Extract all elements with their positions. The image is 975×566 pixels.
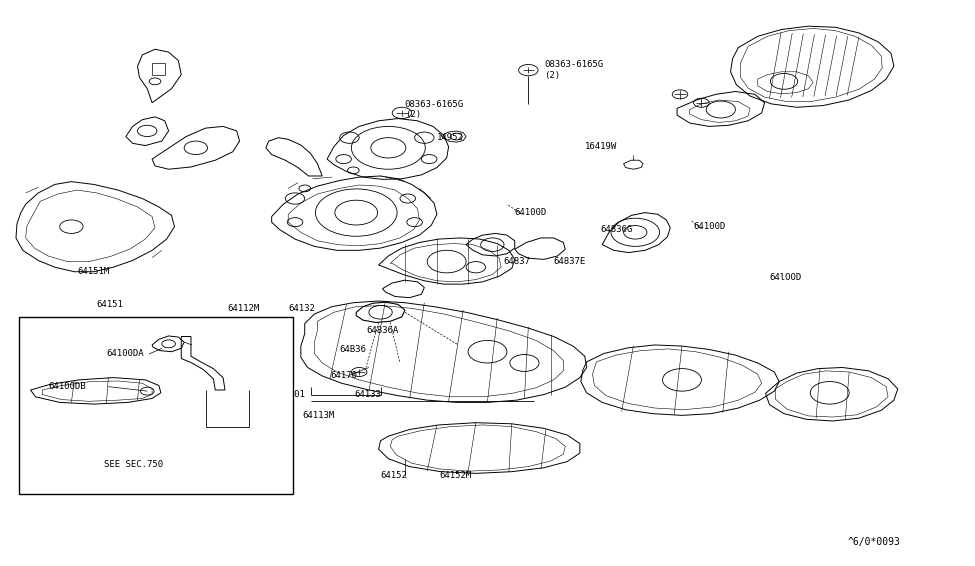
Text: 64113M: 64113M [303, 411, 335, 421]
Text: 64101: 64101 [279, 390, 305, 399]
Text: 64B36: 64B36 [339, 345, 367, 354]
Text: 14952: 14952 [437, 133, 464, 142]
Text: 08363-6165G
(2): 08363-6165G (2) [405, 100, 464, 119]
Text: 64836G: 64836G [601, 225, 633, 234]
Text: 64170: 64170 [330, 371, 357, 380]
Text: 64152: 64152 [380, 471, 408, 480]
Text: 64151: 64151 [97, 300, 124, 309]
Text: 64152M: 64152M [439, 471, 471, 480]
Text: 64837: 64837 [503, 257, 530, 266]
Text: 64100D: 64100D [693, 222, 725, 231]
Text: 64100: 64100 [245, 325, 271, 334]
Text: ^6/0*0093: ^6/0*0093 [847, 537, 900, 547]
Text: 64133: 64133 [354, 390, 381, 399]
Text: 08363-6165G
(2): 08363-6165G (2) [544, 61, 603, 80]
Text: 64151M: 64151M [77, 267, 109, 276]
Text: 64100DA: 64100DA [106, 349, 144, 358]
Bar [19, 317, 293, 494]
Text: 64837E: 64837E [554, 257, 586, 266]
Text: 64100D: 64100D [515, 208, 547, 217]
Text: 64836A: 64836A [366, 326, 398, 335]
Text: 64132: 64132 [289, 304, 315, 313]
Text: 64100DB: 64100DB [48, 382, 86, 391]
Text: 64112M: 64112M [227, 304, 259, 313]
Text: SEE SEC.750: SEE SEC.750 [104, 460, 164, 469]
Text: 64lOOD: 64lOOD [769, 273, 801, 282]
Text: 16419W: 16419W [585, 142, 617, 151]
